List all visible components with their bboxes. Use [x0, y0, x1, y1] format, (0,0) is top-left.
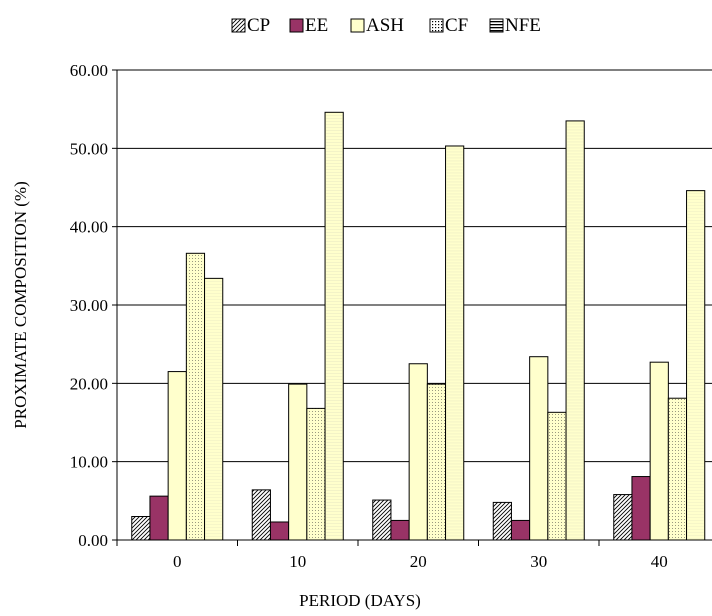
- legend-swatch-ash: [350, 18, 365, 33]
- legend-label-cp: CP: [247, 15, 270, 36]
- bar-cf-10: [306, 407, 326, 541]
- axis-labels: 0.00 10.00 20.00 30.00 40.00 50.00 60.00 0 10 20 3…: [11, 61, 668, 610]
- y-tick-label: 20.00: [70, 374, 108, 393]
- bar-cf-30: [547, 411, 567, 541]
- bar-cf-40: [667, 397, 688, 541]
- bar-ee-40: [631, 476, 651, 541]
- bar-cp-10: [251, 489, 271, 541]
- y-axis-title: PROXIMATE COMPOSITION (%): [11, 181, 30, 428]
- bar-ash-0: [167, 371, 187, 541]
- legend-swatch-cp: [231, 18, 246, 33]
- axes: [112, 69, 712, 546]
- bar-ee-20: [390, 519, 410, 541]
- bar-nfe-10: [324, 111, 344, 541]
- bar-ee-30: [510, 519, 531, 541]
- x-tick-label: 10: [289, 552, 306, 571]
- legend-label-nfe: NFE: [505, 15, 541, 36]
- y-tick-label: 50.00: [70, 139, 108, 158]
- y-tick-label: 60.00: [70, 61, 108, 80]
- legend-swatch-cf: [429, 18, 444, 33]
- x-axis-title: PERIOD (DAYS): [299, 591, 421, 610]
- bar-cp-30: [492, 501, 512, 541]
- chart-legend: CP EE ASH CF NFE: [231, 15, 541, 36]
- x-tick-label: 0: [173, 552, 182, 571]
- legend-swatch-ee: [289, 18, 304, 33]
- y-tick-label: 10.00: [70, 453, 108, 472]
- bar-ash-20: [408, 363, 428, 541]
- legend-label-ee: EE: [305, 15, 328, 36]
- bar-cf-0: [185, 252, 206, 541]
- y-tick-label: 40.00: [70, 218, 108, 237]
- x-tick-label: 40: [651, 552, 668, 571]
- bar-ee-10: [269, 521, 290, 541]
- legend-label-cf: CF: [445, 15, 468, 36]
- legend-label-ash: ASH: [366, 15, 404, 36]
- bar-cp-0: [131, 516, 151, 541]
- bar-nfe-20: [445, 145, 465, 541]
- bar-cp-20: [372, 499, 392, 541]
- x-tick-label: 30: [530, 552, 547, 571]
- bar-cp-40: [613, 494, 633, 541]
- bars-group: [131, 111, 706, 541]
- y-tick-label: 0.00: [78, 531, 108, 550]
- legend-swatch-nfe: [489, 18, 504, 33]
- bar-ash-10: [288, 383, 308, 541]
- bar-ash-30: [529, 356, 549, 541]
- bar-ash-40: [649, 361, 669, 541]
- bar-cf-20: [426, 383, 447, 541]
- x-tick-label: 20: [410, 552, 427, 571]
- bar-ee-0: [149, 495, 169, 541]
- y-tick-label: 30.00: [70, 296, 108, 315]
